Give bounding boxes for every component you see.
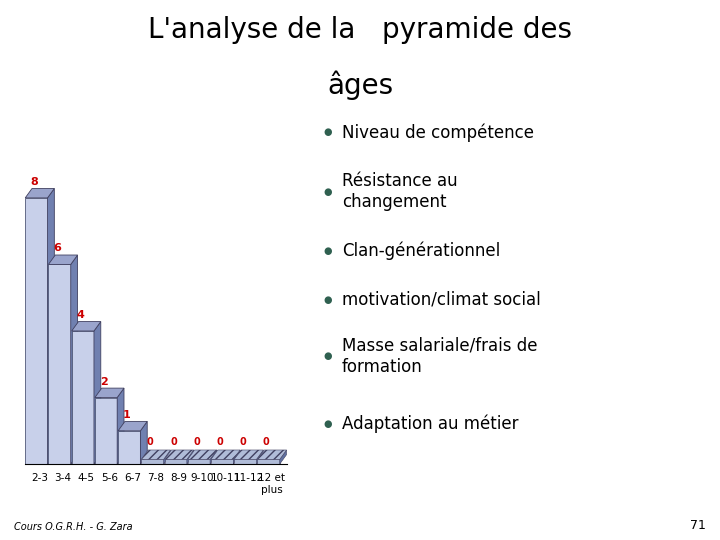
Text: 11-12: 11-12 (234, 474, 264, 483)
Text: 0: 0 (147, 437, 153, 448)
Text: ●: ● (323, 419, 332, 429)
Text: 9-10: 9-10 (191, 474, 214, 483)
Polygon shape (163, 450, 171, 464)
Text: 0: 0 (170, 437, 177, 448)
Text: âges: âges (327, 70, 393, 100)
Polygon shape (211, 450, 240, 460)
Text: 0: 0 (193, 437, 200, 448)
Polygon shape (118, 421, 147, 431)
Text: 6-7: 6-7 (124, 474, 141, 483)
Text: 4: 4 (76, 310, 84, 320)
Polygon shape (95, 388, 124, 397)
Text: 8-9: 8-9 (171, 474, 188, 483)
Polygon shape (94, 321, 101, 464)
Polygon shape (280, 450, 287, 464)
Polygon shape (211, 460, 233, 464)
Text: 10-11: 10-11 (210, 474, 240, 483)
Text: Cours O.G.R.H. - G. Zara: Cours O.G.R.H. - G. Zara (14, 522, 133, 532)
Text: 3-4: 3-4 (55, 474, 71, 483)
Text: 4-5: 4-5 (78, 474, 95, 483)
Text: 71: 71 (690, 519, 706, 532)
Polygon shape (141, 460, 163, 464)
Polygon shape (48, 265, 71, 464)
Text: Résistance au
changement: Résistance au changement (342, 172, 458, 211)
Polygon shape (258, 460, 280, 464)
Polygon shape (117, 388, 124, 464)
Polygon shape (48, 255, 78, 265)
Polygon shape (71, 255, 78, 464)
Polygon shape (118, 431, 140, 464)
Text: 5-6: 5-6 (101, 474, 118, 483)
Text: Clan-générationnel: Clan-générationnel (342, 242, 500, 260)
Text: 12 et
plus: 12 et plus (258, 474, 286, 495)
Polygon shape (165, 450, 194, 460)
Polygon shape (188, 460, 210, 464)
Text: ●: ● (323, 352, 332, 361)
Polygon shape (72, 321, 101, 331)
Polygon shape (72, 331, 94, 464)
Polygon shape (187, 450, 194, 464)
Text: ●: ● (323, 295, 332, 305)
Text: L'analyse de la   pyramide des: L'analyse de la pyramide des (148, 16, 572, 44)
Text: 0: 0 (217, 437, 223, 448)
Text: 0: 0 (263, 437, 270, 448)
Text: ●: ● (323, 127, 332, 137)
Text: 7-8: 7-8 (148, 474, 164, 483)
Text: Adaptation au métier: Adaptation au métier (342, 415, 518, 433)
Polygon shape (25, 198, 48, 464)
Text: 0: 0 (240, 437, 246, 448)
Text: Niveau de compétence: Niveau de compétence (342, 123, 534, 141)
Polygon shape (141, 450, 171, 460)
Polygon shape (48, 188, 54, 464)
Polygon shape (258, 450, 287, 460)
Text: ●: ● (323, 187, 332, 197)
Polygon shape (234, 450, 264, 460)
Polygon shape (95, 397, 117, 464)
Polygon shape (188, 450, 217, 460)
Text: 2: 2 (100, 376, 108, 387)
Text: Masse salariale/frais de
formation: Masse salariale/frais de formation (342, 337, 538, 376)
Text: 2-3: 2-3 (31, 474, 48, 483)
Text: 6: 6 (53, 244, 61, 253)
Polygon shape (233, 450, 240, 464)
Text: 1: 1 (123, 410, 131, 420)
Polygon shape (25, 188, 54, 198)
Polygon shape (256, 450, 264, 464)
Text: ●: ● (323, 246, 332, 256)
Text: motivation/climat social: motivation/climat social (342, 291, 541, 309)
Polygon shape (165, 460, 187, 464)
Polygon shape (140, 421, 147, 464)
Polygon shape (234, 460, 256, 464)
Text: 8: 8 (30, 177, 38, 187)
Polygon shape (210, 450, 217, 464)
